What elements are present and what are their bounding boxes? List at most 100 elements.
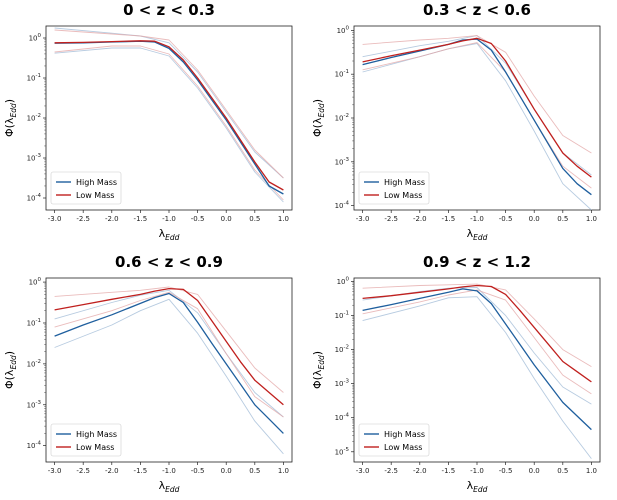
chart-panel-4: 0.9 < z < 1.2 -3.0 -2.5 -2.0 -1.5 -1.0 -0.5 0.0… (308, 252, 608, 492)
low-mass-line (54, 40, 284, 191)
low-mass-band-upper-line (362, 35, 592, 154)
high-mass-band-lower-line (54, 47, 284, 203)
y-tick-label: 10-4 (335, 201, 350, 211)
chart-title: 0.6 < z < 0.9 (115, 253, 223, 271)
y-tick-label: 10-2 (27, 359, 41, 369)
legend-label: High Mass (384, 430, 425, 439)
legend-label: High Mass (76, 430, 117, 439)
low-mass-line (54, 287, 284, 406)
x-tick-label: -3.0 (356, 215, 370, 223)
x-tick-label: -2.5 (76, 467, 90, 475)
x-tick-label: -2.5 (384, 467, 398, 475)
chart-panel-1: 0 < z < 0.3 -3.0 -2.5 -2.0 -1.5 -1.0 -0.5 0.0 0.… (0, 0, 300, 240)
legend-label: Low Mass (76, 443, 114, 452)
series-group (54, 286, 284, 455)
x-tick-label: 1.0 (278, 467, 289, 475)
x-tick-label: -1.0 (162, 467, 176, 475)
chart-title: 0 < z < 0.3 (123, 1, 215, 19)
x-tick-label: -2.5 (76, 215, 90, 223)
low-mass-band-lower-line (362, 42, 592, 189)
legend-box (358, 423, 430, 457)
y-tick-label: 10-2 (335, 113, 349, 123)
x-axis-label: λEdd (159, 479, 180, 492)
x-tick-label: 0.0 (221, 467, 232, 475)
legend-box (50, 423, 122, 457)
low-mass-band-upper-line (54, 286, 284, 393)
y-axis-label: Φ(λEdd) (311, 99, 326, 137)
x-tick-label: -1.5 (134, 215, 148, 223)
high-mass-line (54, 292, 284, 434)
high-mass-band-lower-line (54, 298, 284, 455)
y-tick-label: 100 (29, 277, 42, 287)
x-tick-label: -1.0 (470, 215, 484, 223)
chart-svg: 0.3 < z < 0.6 -3.0 -2.5 -2.0 -1.5 -1.0 -0.5 0.0… (311, 1, 601, 240)
y-tick-label: 100 (337, 25, 350, 35)
chart-panel-2: 0.3 < z < 0.6 -3.0 -2.5 -2.0 -1.5 -1.0 -0.5 0.0… (308, 0, 608, 240)
x-tick-label: -0.5 (499, 467, 513, 475)
x-tick-label: -3.0 (48, 215, 62, 223)
y-tick-label: 100 (29, 33, 42, 43)
y-tick-label: 10-4 (27, 193, 42, 203)
chart-svg: 0 < z < 0.3 -3.0 -2.5 -2.0 -1.5 -1.0 -0.5 0.0 0.… (3, 1, 293, 240)
y-tick-label: 10-5 (335, 447, 350, 457)
y-tick-label: 10-3 (335, 157, 350, 167)
high-mass-band-lower-line (362, 296, 592, 459)
low-mass-band-lower-line (362, 289, 592, 395)
x-tick-label: -0.5 (191, 467, 205, 475)
x-tick-label: -3.0 (48, 467, 62, 475)
legend-label: Low Mass (384, 443, 422, 452)
low-mass-line (362, 37, 592, 178)
low-mass-band-lower-line (54, 45, 284, 201)
x-tick-label: -1.0 (470, 467, 484, 475)
high-mass-band-upper-line (362, 287, 592, 405)
x-tick-label: 1.0 (278, 215, 289, 223)
series-group (54, 27, 284, 203)
x-tick-label: 0.5 (557, 467, 568, 475)
y-axis-label: Φ(λEdd) (3, 99, 18, 137)
chart-title: 0.3 < z < 0.6 (423, 1, 531, 19)
x-tick-label: -2.0 (413, 467, 427, 475)
x-axis-label: λEdd (159, 227, 180, 240)
y-tick-label: 10-4 (27, 441, 42, 451)
legend-label: High Mass (76, 178, 117, 187)
chart-svg: 0.6 < z < 0.9 -3.0 -2.5 -2.0 -1.5 -1.0 -0.5 0.0… (3, 253, 293, 492)
y-tick-label: 10-3 (27, 400, 42, 410)
y-axis-label: Φ(λEdd) (3, 351, 18, 389)
x-tick-label: -3.0 (356, 467, 370, 475)
x-tick-label: 0.5 (557, 215, 568, 223)
x-tick-label: 0.5 (249, 467, 260, 475)
x-tick-label: 0.0 (529, 215, 540, 223)
y-axis-label: Φ(λEdd) (311, 351, 326, 389)
y-tick-label: 10-3 (335, 379, 350, 389)
legend-label: Low Mass (76, 191, 114, 200)
series-group (362, 35, 592, 210)
y-tick-label: 10-4 (335, 413, 350, 423)
legend-box (50, 171, 122, 205)
y-tick-label: 10-1 (27, 73, 41, 83)
y-tick-label: 10-1 (335, 310, 349, 320)
y-tick-label: 10-1 (27, 318, 41, 328)
x-tick-label: -2.0 (105, 467, 119, 475)
x-axis-label: λEdd (467, 479, 488, 492)
high-mass-line (362, 38, 592, 196)
x-tick-label: -0.5 (191, 215, 205, 223)
y-tick-label: 10-2 (27, 113, 41, 123)
high-mass-band-upper-line (54, 27, 284, 179)
x-tick-label: 0.0 (221, 215, 232, 223)
x-tick-label: 1.0 (586, 467, 597, 475)
x-tick-label: -2.0 (413, 215, 427, 223)
low-mass-line (362, 284, 592, 383)
legend-label: Low Mass (384, 191, 422, 200)
legend-label: High Mass (384, 178, 425, 187)
high-mass-band-upper-line (54, 289, 284, 418)
high-mass-line (54, 40, 284, 195)
legend-box (358, 171, 430, 205)
high-mass-line (362, 288, 592, 431)
x-axis-label: λEdd (467, 227, 488, 240)
y-tick-label: 10-2 (335, 345, 349, 355)
low-mass-band-lower-line (54, 291, 284, 418)
chart-title: 0.9 < z < 1.2 (423, 253, 531, 271)
x-tick-label: -2.5 (384, 215, 398, 223)
x-tick-label: 1.0 (586, 215, 597, 223)
chart-panel-3: 0.6 < z < 0.9 -3.0 -2.5 -2.0 -1.5 -1.0 -0.5 0.0… (0, 252, 300, 492)
